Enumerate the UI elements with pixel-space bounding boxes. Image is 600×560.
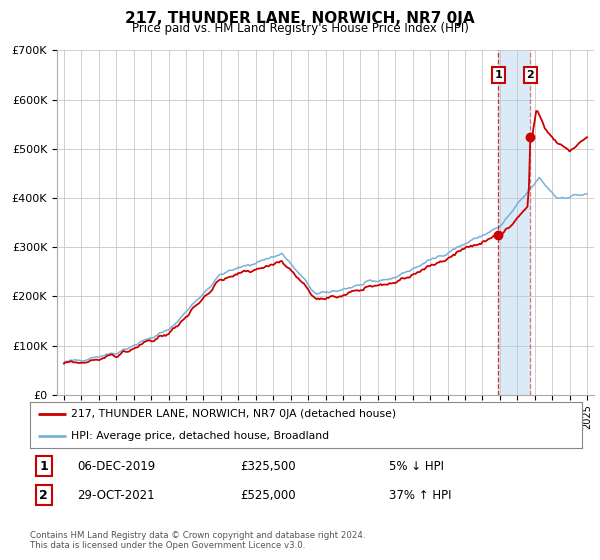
- Text: 29-OCT-2021: 29-OCT-2021: [77, 489, 155, 502]
- Text: £325,500: £325,500: [240, 460, 295, 473]
- Text: 06-DEC-2019: 06-DEC-2019: [77, 460, 155, 473]
- Text: 2: 2: [526, 70, 534, 80]
- Text: 1: 1: [494, 70, 502, 80]
- Text: £525,000: £525,000: [240, 489, 295, 502]
- Text: 5% ↓ HPI: 5% ↓ HPI: [389, 460, 444, 473]
- Point: [494, 230, 503, 239]
- Text: Contains HM Land Registry data © Crown copyright and database right 2024.
This d: Contains HM Land Registry data © Crown c…: [30, 530, 365, 550]
- Text: 1: 1: [40, 460, 48, 473]
- Text: HPI: Average price, detached house, Broadland: HPI: Average price, detached house, Broa…: [71, 431, 329, 441]
- Text: 37% ↑ HPI: 37% ↑ HPI: [389, 489, 451, 502]
- Text: Price paid vs. HM Land Registry's House Price Index (HPI): Price paid vs. HM Land Registry's House …: [131, 22, 469, 35]
- Text: 2: 2: [40, 489, 48, 502]
- Text: 217, THUNDER LANE, NORWICH, NR7 0JA: 217, THUNDER LANE, NORWICH, NR7 0JA: [125, 11, 475, 26]
- Text: 217, THUNDER LANE, NORWICH, NR7 0JA (detached house): 217, THUNDER LANE, NORWICH, NR7 0JA (det…: [71, 409, 397, 419]
- Point: [526, 132, 535, 141]
- Bar: [499, 50, 530, 395]
